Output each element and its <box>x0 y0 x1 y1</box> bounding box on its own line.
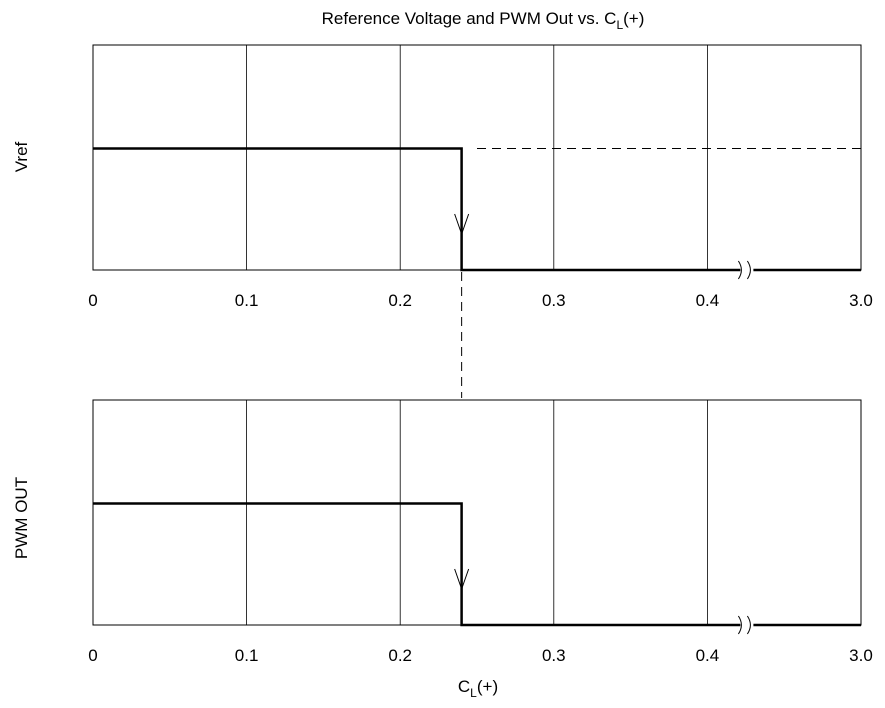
axis-break-mark <box>746 260 751 280</box>
x-tick-label: 0 <box>88 291 97 310</box>
axis-break-mark <box>737 260 742 280</box>
x-tick-label: 0.1 <box>235 291 259 310</box>
chart-title-main: Reference Voltage and PWM Out vs. C <box>322 9 617 28</box>
axis-break-gap <box>740 615 754 635</box>
x-tick-label: 0.3 <box>542 646 566 665</box>
x-tick-label: 0 <box>88 646 97 665</box>
pwm-grid <box>246 400 708 625</box>
vref-grid <box>246 45 708 270</box>
x-tick-label: 0.2 <box>388 646 412 665</box>
x-axis-label-main: C <box>458 677 470 696</box>
pwm-x-tick-labels: 0 0.1 0.2 0.3 0.4 3.0 <box>88 646 873 665</box>
x-tick-label: 0.3 <box>542 291 566 310</box>
axis-break-mark <box>737 615 742 635</box>
pwm-drop-arrow <box>454 568 470 591</box>
x-tick-label: 0.1 <box>235 646 259 665</box>
vref-x-tick-labels: 0 0.1 0.2 0.3 0.4 3.0 <box>88 291 873 310</box>
axis-break-gap <box>740 260 754 280</box>
pwm-series-line <box>93 502 861 627</box>
x-tick-label: 0.4 <box>696 291 720 310</box>
x-axis-label-suffix: (+) <box>477 677 498 696</box>
chart-title: Reference Voltage and PWM Out vs. CL(+) <box>322 9 645 32</box>
chart-title-subscript: L <box>616 18 623 32</box>
pwm-panel: 0 0.1 0.2 0.3 0.4 3.0 PWM OUT CL(+) <box>12 399 873 700</box>
vref-panel: 0 0.1 0.2 0.3 0.4 3.0 Vref <box>12 44 873 310</box>
chart-title-suffix: (+) <box>623 9 644 28</box>
x-axis-label: CL(+) <box>458 677 498 700</box>
vref-y-axis-label: Vref <box>12 141 31 172</box>
vref-series-line <box>93 147 861 272</box>
vref-plot-frame <box>92 44 862 271</box>
x-tick-label: 3.0 <box>849 646 873 665</box>
x-tick-label: 0.2 <box>388 291 412 310</box>
pwm-plot-frame <box>92 399 862 626</box>
pwm-y-axis-label: PWM OUT <box>12 477 31 559</box>
x-tick-label: 3.0 <box>849 291 873 310</box>
x-tick-label: 0.4 <box>696 646 720 665</box>
vref-axis-break-symbol <box>737 260 754 280</box>
axis-break-mark <box>746 615 751 635</box>
vref-drop-arrow <box>454 213 470 236</box>
x-axis-label-subscript: L <box>470 686 477 700</box>
pwm-axis-break-symbol <box>737 615 754 635</box>
